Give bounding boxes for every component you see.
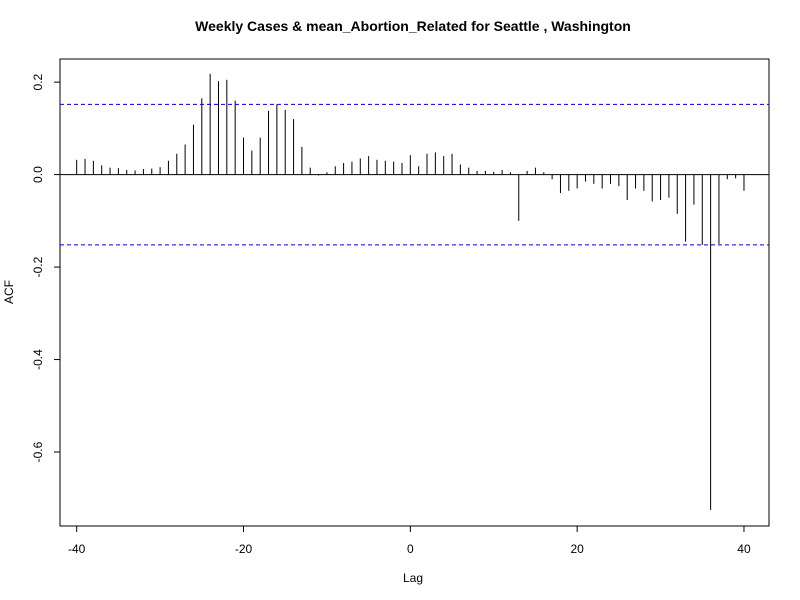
x-tick-label: -40 — [68, 542, 86, 556]
y-tick-label: 0.0 — [31, 166, 45, 183]
plot-frame — [59, 58, 770, 527]
y-axis-label: ACF — [2, 280, 16, 304]
y-axis: -0.6 -0.4 -0.2 0.0 0.2 — [31, 73, 60, 462]
chart-title: Weekly Cases & mean_Abortion_Related for… — [195, 18, 631, 34]
y-tick-label: 0.2 — [31, 73, 45, 90]
confidence-lines — [60, 103, 769, 246]
acf-bars — [60, 73, 769, 510]
y-tick-label: -0.6 — [31, 441, 45, 462]
y-tick-label: -0.4 — [31, 349, 45, 370]
x-axis: -40 -20 0 20 40 — [68, 526, 751, 556]
x-tick-label: -20 — [235, 542, 253, 556]
x-tick-label: 0 — [407, 542, 414, 556]
x-axis-label: Lag — [403, 571, 423, 585]
x-tick-label: 20 — [570, 542, 584, 556]
x-tick-label: 40 — [737, 542, 751, 556]
y-tick-label: -0.2 — [31, 256, 45, 277]
